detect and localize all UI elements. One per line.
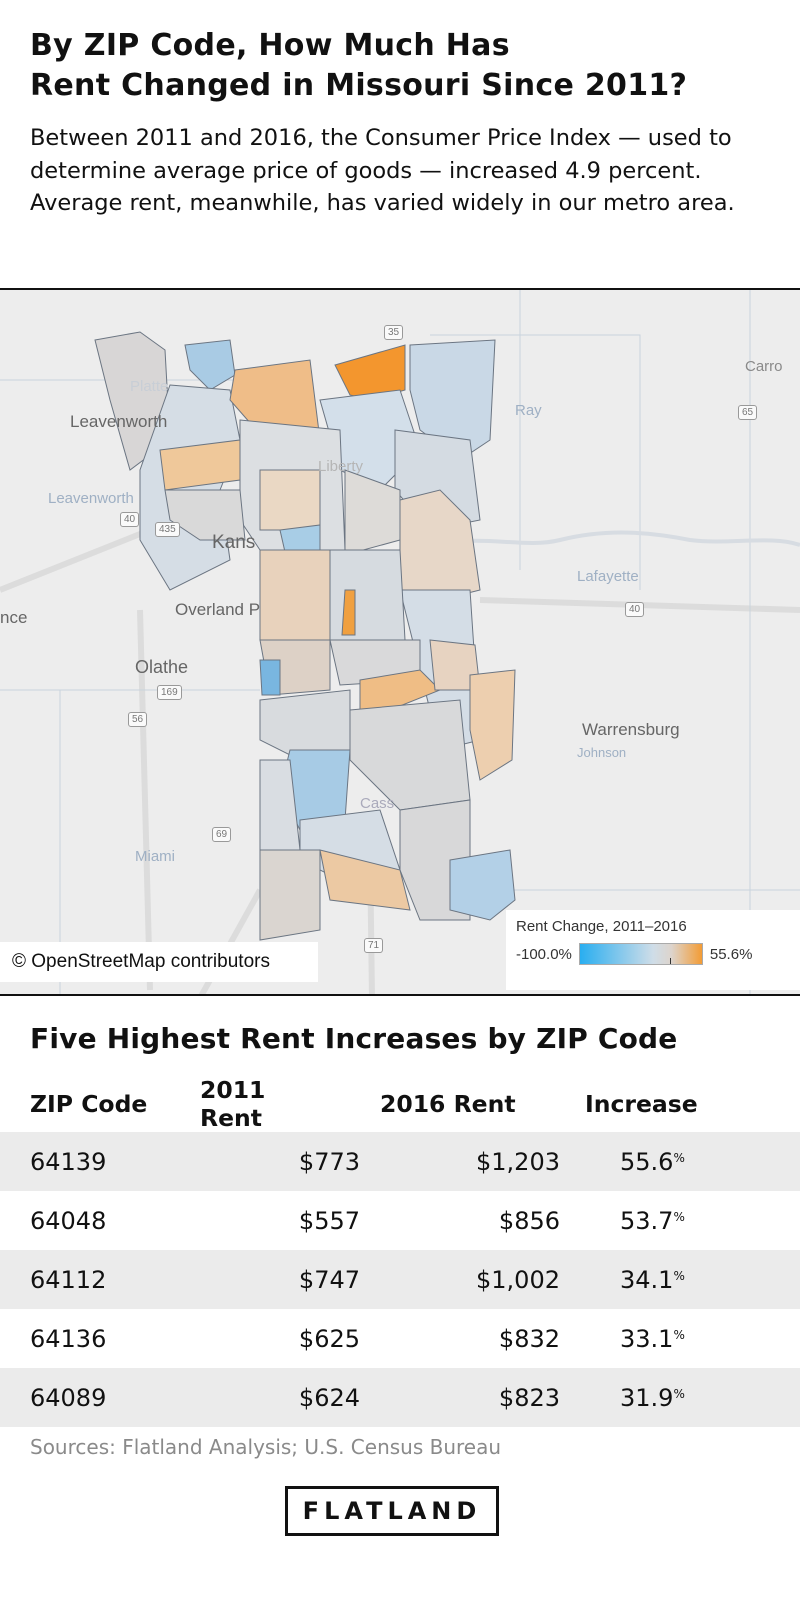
label-lafayette: Lafayette (577, 568, 639, 585)
increase-cell: 55.6% (560, 1132, 800, 1191)
highway-shield-65: 65 (738, 405, 758, 420)
label-platte: Platte (130, 378, 169, 395)
rent-2011-cell: $773 (298, 1147, 360, 1176)
label-kansas-city: Kans (212, 532, 256, 553)
label-liberty: Liberty (318, 458, 364, 475)
label-overland-park: Overland P (175, 600, 261, 619)
table-row: 64048 $557 $856 53.7% (0, 1191, 800, 1250)
legend-min: -100.0% (516, 945, 572, 963)
road (137, 609, 153, 991)
col-increase: Increase (585, 1090, 698, 1118)
highway-shield-69: 69 (212, 827, 232, 842)
rent-2016-cell: $856 (498, 1206, 560, 1235)
col-zip: ZIP Code (30, 1090, 148, 1118)
label-olathe: Olathe (135, 657, 189, 677)
river (429, 530, 800, 552)
zip-cell: 64048 (30, 1206, 107, 1235)
highway-shield-40-west: 40 (120, 512, 140, 527)
percent-sign: % (673, 1209, 685, 1224)
rent-increase-table: ZIP Code 2011 Rent 2016 Rent Increase 64… (0, 1076, 800, 1427)
title-line-1: By ZIP Code, How Much Has (30, 28, 510, 63)
label-leavenworth-county: Leavenworth (48, 490, 134, 507)
percent-sign: % (673, 1327, 685, 1342)
map-attribution[interactable]: © OpenStreetMap contributors (0, 942, 318, 982)
table-row: 64139 $773 $1,203 55.6% (0, 1132, 800, 1191)
highway-shield-56: 56 (128, 712, 148, 727)
legend-max: 55.6% (709, 945, 753, 963)
label-miami: Miami (135, 848, 175, 865)
increase-value: 34.1 (620, 1265, 674, 1294)
legend-zero-tick (670, 958, 672, 964)
highway-shield-71: 71 (364, 938, 384, 953)
rent-2011-cell: $624 (298, 1383, 360, 1412)
flatland-logo: FLATLAND (285, 1486, 499, 1536)
rent-2011-cell: $747 (298, 1265, 360, 1294)
rent-2016-cell: $1,002 (476, 1265, 560, 1294)
percent-sign: % (673, 1150, 685, 1165)
subtitle: Between 2011 and 2016, the Consumer Pric… (30, 125, 735, 216)
increase-value: 31.9 (620, 1383, 674, 1412)
map-legend: Rent Change, 2011–2016 -100.0% 55.6% (506, 910, 800, 990)
percent-sign: % (673, 1386, 685, 1401)
label-ray: Ray (515, 402, 542, 419)
col-2011: 2011 Rent (200, 1076, 266, 1132)
rent-2016-cell: $823 (498, 1383, 560, 1412)
label-leavenworth-city: Leavenworth (70, 412, 168, 431)
rent-2011-cell: $557 (298, 1206, 360, 1235)
rent-change-map[interactable]: Carro Ray Leavenworth Leavenworth Platte… (0, 288, 800, 996)
increase-cell: 31.9% (560, 1368, 800, 1427)
label-cass: Cass (360, 795, 395, 812)
label-lawrence: nce (0, 608, 28, 627)
label-carro: Carro (745, 358, 783, 375)
label-johnson: Johnson (577, 745, 627, 760)
zip-regions (94, 331, 516, 941)
increase-cell: 33.1% (560, 1309, 800, 1368)
label-warrensburg: Warrensburg (582, 720, 680, 739)
zip-cell: 64136 (30, 1324, 107, 1353)
increase-cell: 34.1% (560, 1250, 800, 1309)
rent-2016-cell: $832 (498, 1324, 560, 1353)
table-header-row: ZIP Code 2011 Rent 2016 Rent Increase (0, 1076, 800, 1132)
table-row: 64112 $747 $1,002 34.1% (0, 1250, 800, 1309)
increase-value: 55.6 (620, 1147, 674, 1176)
table-row: 64136 $625 $832 33.1% (0, 1309, 800, 1368)
zip-cell: 64139 (30, 1147, 107, 1176)
percent-sign: % (673, 1268, 685, 1283)
rent-2011-cell: $625 (298, 1324, 360, 1353)
highway-shield-40-east: 40 (625, 602, 645, 617)
sources: Sources: Flatland Analysis; U.S. Census … (30, 1435, 502, 1459)
col-2016: 2016 Rent (380, 1090, 516, 1118)
table-row: 64089 $624 $823 31.9% (0, 1368, 800, 1427)
page-title: By ZIP Code, How Much Has Rent Changed i… (30, 26, 687, 106)
increase-value: 53.7 (620, 1206, 674, 1235)
highway-shield-35: 35 (384, 325, 404, 340)
table-title: Five Highest Rent Increases by ZIP Code (30, 1022, 678, 1055)
map-canvas (0, 290, 800, 994)
zip-cell: 64112 (30, 1265, 107, 1294)
highway-shield-435: 435 (155, 522, 180, 537)
legend-title: Rent Change, 2011–2016 (516, 918, 687, 935)
highway-shield-169: 169 (157, 685, 182, 700)
increase-value: 33.1 (620, 1324, 674, 1353)
increase-cell: 53.7% (560, 1191, 800, 1250)
zip-cell: 64089 (30, 1383, 107, 1412)
title-line-2: Rent Changed in Missouri Since 2011? (30, 68, 688, 103)
legend-color-scale (578, 943, 703, 965)
rent-2016-cell: $1,203 (476, 1147, 560, 1176)
